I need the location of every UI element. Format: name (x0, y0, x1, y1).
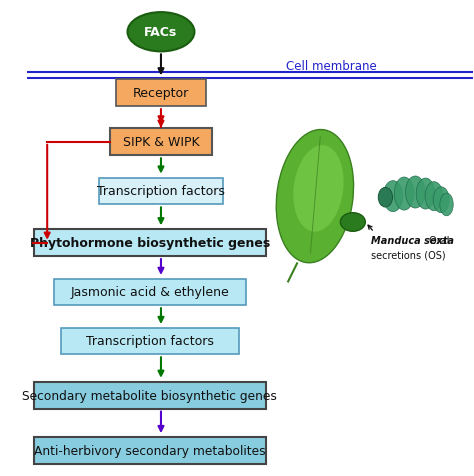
Ellipse shape (433, 188, 449, 213)
Ellipse shape (383, 181, 403, 212)
Text: Jasmonic acid & ethylene: Jasmonic acid & ethylene (71, 286, 229, 298)
Text: FACs: FACs (145, 26, 178, 39)
Text: Manduca sexta: Manduca sexta (371, 236, 454, 246)
Text: Secondary metabolite biosynthetic genes: Secondary metabolite biosynthetic genes (22, 389, 277, 402)
Text: Cell membrane: Cell membrane (286, 60, 377, 73)
Ellipse shape (394, 178, 414, 211)
Ellipse shape (128, 13, 194, 52)
Text: Anti-herbivory secondary metabolites: Anti-herbivory secondary metabolites (34, 444, 265, 457)
FancyBboxPatch shape (54, 279, 246, 305)
Ellipse shape (293, 146, 344, 232)
Ellipse shape (378, 188, 392, 208)
FancyBboxPatch shape (116, 80, 206, 107)
FancyBboxPatch shape (34, 437, 266, 464)
FancyBboxPatch shape (99, 178, 223, 205)
Ellipse shape (276, 130, 354, 263)
Ellipse shape (416, 178, 435, 209)
Text: Receptor: Receptor (133, 87, 189, 100)
Text: Phytohormone biosynthetic genes: Phytohormone biosynthetic genes (30, 237, 270, 249)
Ellipse shape (405, 177, 425, 208)
Ellipse shape (340, 213, 365, 232)
Text: Transcription factors: Transcription factors (86, 335, 214, 347)
Text: secretions (OS): secretions (OS) (371, 250, 445, 260)
Text: Oral: Oral (427, 236, 450, 246)
Ellipse shape (425, 182, 443, 211)
Text: SIPK & WIPK: SIPK & WIPK (123, 136, 199, 149)
FancyBboxPatch shape (61, 328, 239, 354)
Ellipse shape (440, 194, 453, 216)
FancyBboxPatch shape (34, 382, 266, 409)
FancyBboxPatch shape (109, 129, 212, 156)
Text: Transcription factors: Transcription factors (97, 185, 225, 198)
FancyBboxPatch shape (34, 230, 266, 257)
